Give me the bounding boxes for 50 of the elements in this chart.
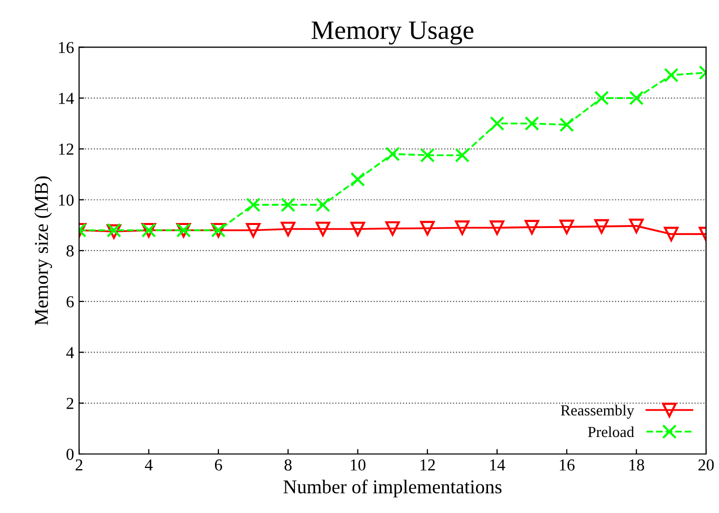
point bbox=[246, 222, 261, 238]
point bbox=[385, 146, 400, 162]
x-tick-label: 18 bbox=[630, 459, 644, 471]
point bbox=[454, 148, 470, 163]
point bbox=[490, 220, 504, 236]
y-tick-label: 8 bbox=[66, 245, 74, 257]
point bbox=[524, 220, 540, 235]
y-tick-label: 4 bbox=[66, 347, 74, 358]
y-axis-title: Memory size (MB) bbox=[34, 176, 52, 326]
point bbox=[629, 218, 644, 234]
y-tick-label: 6 bbox=[66, 296, 74, 308]
x-axis-title: Number of implementations bbox=[284, 480, 502, 498]
point bbox=[385, 221, 400, 236]
y-tick-label: 2 bbox=[66, 398, 74, 409]
y-tick-label: 0 bbox=[66, 448, 74, 460]
y-tick-label: 10 bbox=[59, 194, 74, 206]
x-tick-label: 8 bbox=[284, 459, 292, 471]
y-tick-label: 16 bbox=[59, 42, 74, 54]
point bbox=[454, 220, 470, 236]
point bbox=[246, 198, 261, 212]
x-tick-label: 6 bbox=[214, 459, 222, 471]
point bbox=[350, 222, 366, 236]
point bbox=[664, 226, 679, 242]
chart-title: Memory Usage bbox=[312, 22, 474, 45]
x-tick-label: 4 bbox=[144, 459, 153, 470]
point bbox=[594, 90, 609, 106]
x-tick-label: 20 bbox=[698, 459, 714, 471]
x-tick-label: 12 bbox=[420, 459, 435, 470]
point bbox=[280, 222, 296, 236]
x-tick-label: 2 bbox=[76, 459, 82, 470]
point bbox=[316, 198, 330, 212]
point bbox=[559, 117, 574, 132]
x-tick-label: 16 bbox=[560, 459, 575, 471]
y-tick-label: 12 bbox=[59, 144, 74, 155]
point bbox=[629, 90, 644, 106]
point bbox=[524, 116, 540, 131]
x-tick-label: 10 bbox=[350, 459, 366, 471]
x-tick-label: 14 bbox=[490, 459, 506, 470]
point bbox=[490, 116, 504, 131]
point bbox=[420, 148, 435, 163]
y-tick-label: 14 bbox=[59, 92, 74, 104]
legend-label: Reassembly bbox=[560, 404, 634, 419]
point bbox=[316, 222, 330, 236]
point bbox=[664, 68, 679, 82]
point bbox=[280, 198, 296, 212]
point bbox=[559, 220, 574, 234]
point bbox=[420, 220, 435, 236]
legend-label: Preload bbox=[588, 426, 634, 438]
point bbox=[594, 219, 609, 234]
point bbox=[350, 172, 366, 187]
